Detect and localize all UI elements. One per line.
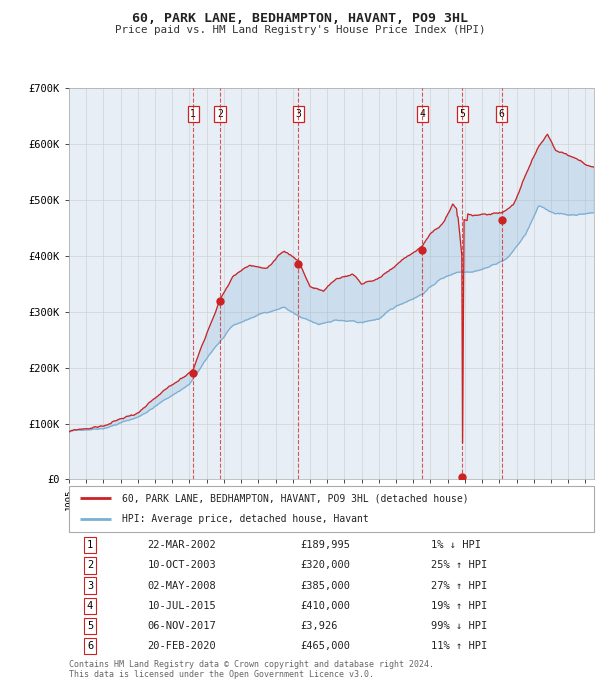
Text: £320,000: £320,000 — [300, 560, 350, 571]
Text: 1% ↓ HPI: 1% ↓ HPI — [431, 540, 481, 550]
Text: £465,000: £465,000 — [300, 641, 350, 651]
Text: 3: 3 — [87, 581, 93, 591]
Text: 19% ↑ HPI: 19% ↑ HPI — [431, 600, 488, 611]
Text: 4: 4 — [419, 109, 425, 119]
Text: 25% ↑ HPI: 25% ↑ HPI — [431, 560, 488, 571]
Text: 5: 5 — [460, 109, 465, 119]
Text: 06-NOV-2017: 06-NOV-2017 — [148, 621, 217, 631]
Text: 10-OCT-2003: 10-OCT-2003 — [148, 560, 217, 571]
Text: 2: 2 — [217, 109, 223, 119]
Text: 60, PARK LANE, BEDHAMPTON, HAVANT, PO9 3HL: 60, PARK LANE, BEDHAMPTON, HAVANT, PO9 3… — [132, 12, 468, 25]
Text: 5: 5 — [87, 621, 93, 631]
Text: 2: 2 — [87, 560, 93, 571]
Text: £410,000: £410,000 — [300, 600, 350, 611]
Text: 27% ↑ HPI: 27% ↑ HPI — [431, 581, 488, 591]
Text: 11% ↑ HPI: 11% ↑ HPI — [431, 641, 488, 651]
Text: Contains HM Land Registry data © Crown copyright and database right 2024.
This d: Contains HM Land Registry data © Crown c… — [69, 660, 434, 679]
Text: 20-FEB-2020: 20-FEB-2020 — [148, 641, 217, 651]
Text: £385,000: £385,000 — [300, 581, 350, 591]
Text: 99% ↓ HPI: 99% ↓ HPI — [431, 621, 488, 631]
Text: 10-JUL-2015: 10-JUL-2015 — [148, 600, 217, 611]
Text: 1: 1 — [190, 109, 196, 119]
Text: 6: 6 — [499, 109, 505, 119]
Text: 60, PARK LANE, BEDHAMPTON, HAVANT, PO9 3HL (detached house): 60, PARK LANE, BEDHAMPTON, HAVANT, PO9 3… — [121, 493, 468, 503]
FancyBboxPatch shape — [69, 486, 594, 532]
Text: 6: 6 — [87, 641, 93, 651]
Text: 4: 4 — [87, 600, 93, 611]
Text: HPI: Average price, detached house, Havant: HPI: Average price, detached house, Hava… — [121, 514, 368, 524]
Text: 1: 1 — [87, 540, 93, 550]
Text: 3: 3 — [296, 109, 301, 119]
Text: £3,926: £3,926 — [300, 621, 337, 631]
Text: £189,995: £189,995 — [300, 540, 350, 550]
Text: 02-MAY-2008: 02-MAY-2008 — [148, 581, 217, 591]
Text: 22-MAR-2002: 22-MAR-2002 — [148, 540, 217, 550]
Text: Price paid vs. HM Land Registry's House Price Index (HPI): Price paid vs. HM Land Registry's House … — [115, 25, 485, 35]
